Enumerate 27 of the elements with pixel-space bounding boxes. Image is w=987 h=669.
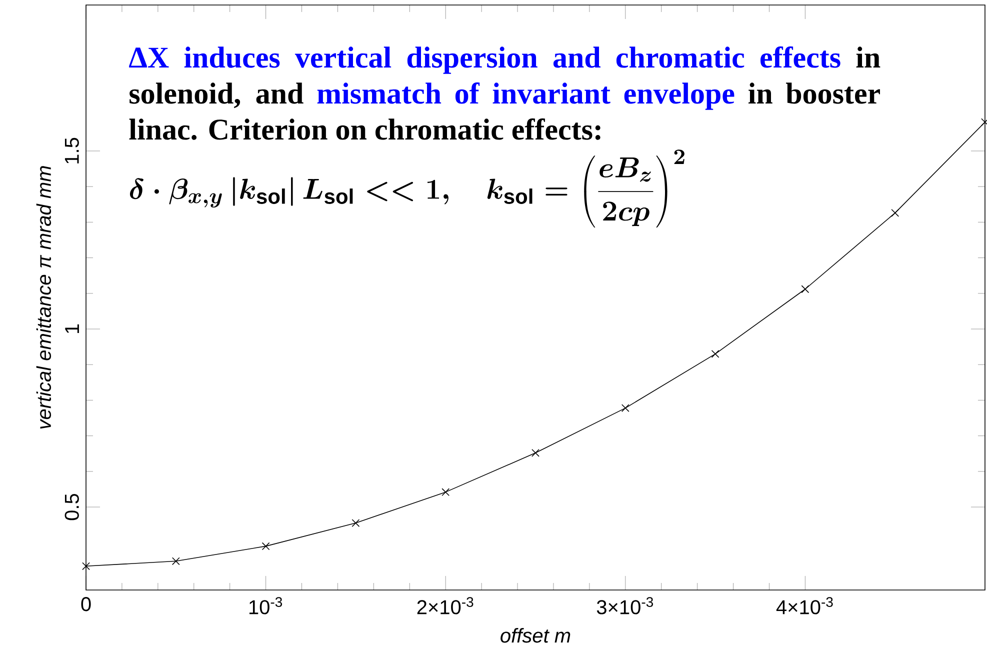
point	[891, 208, 900, 217]
x-tick-label: 10$^{-3}$	[249, 597, 282, 614]
point	[82, 562, 90, 570]
point	[442, 488, 450, 496]
annotation: $\delta\cdot\beta_{x,y}\left|k_{\mathrm{sol}}\right|L_{\mathrm{sol}} << 1,\quad k_{\mathrm{sol}}=\left(\frac{eB_z}{2cp}\right)^2$	[130, 150, 684, 228]
text: linac. Criterion on chromatic effects:	[129, 118, 600, 140]
y-tick-label: 1.5	[64, 138, 79, 164]
point	[532, 448, 540, 457]
text: in booster	[748, 82, 880, 104]
point	[801, 285, 810, 294]
y-tick-label: 0.5	[64, 494, 79, 520]
x-tick-label: 0	[81, 597, 91, 612]
point	[621, 404, 630, 412]
point	[172, 557, 180, 566]
x-tick-label: 4×10$^{-3}$	[776, 597, 833, 614]
x-tick-label: 3×10$^{-3}$	[596, 597, 654, 614]
point	[262, 542, 270, 550]
text: solenoid, and	[130, 82, 304, 108]
text: in	[856, 46, 880, 68]
x-tick-label: 2×10$^{-3}$	[417, 597, 474, 614]
annotation: mismatch of invariant envelope	[317, 82, 734, 110]
point	[711, 350, 720, 358]
y-axis-title: vertical emittance π mrad mm	[36, 166, 52, 429]
y-tick-label: 1	[65, 324, 79, 334]
annotation: ΔX induces vertical dispersion and chromatic effects	[129, 46, 840, 74]
x-axis-title: offset m	[500, 628, 570, 643]
point	[352, 519, 360, 527]
